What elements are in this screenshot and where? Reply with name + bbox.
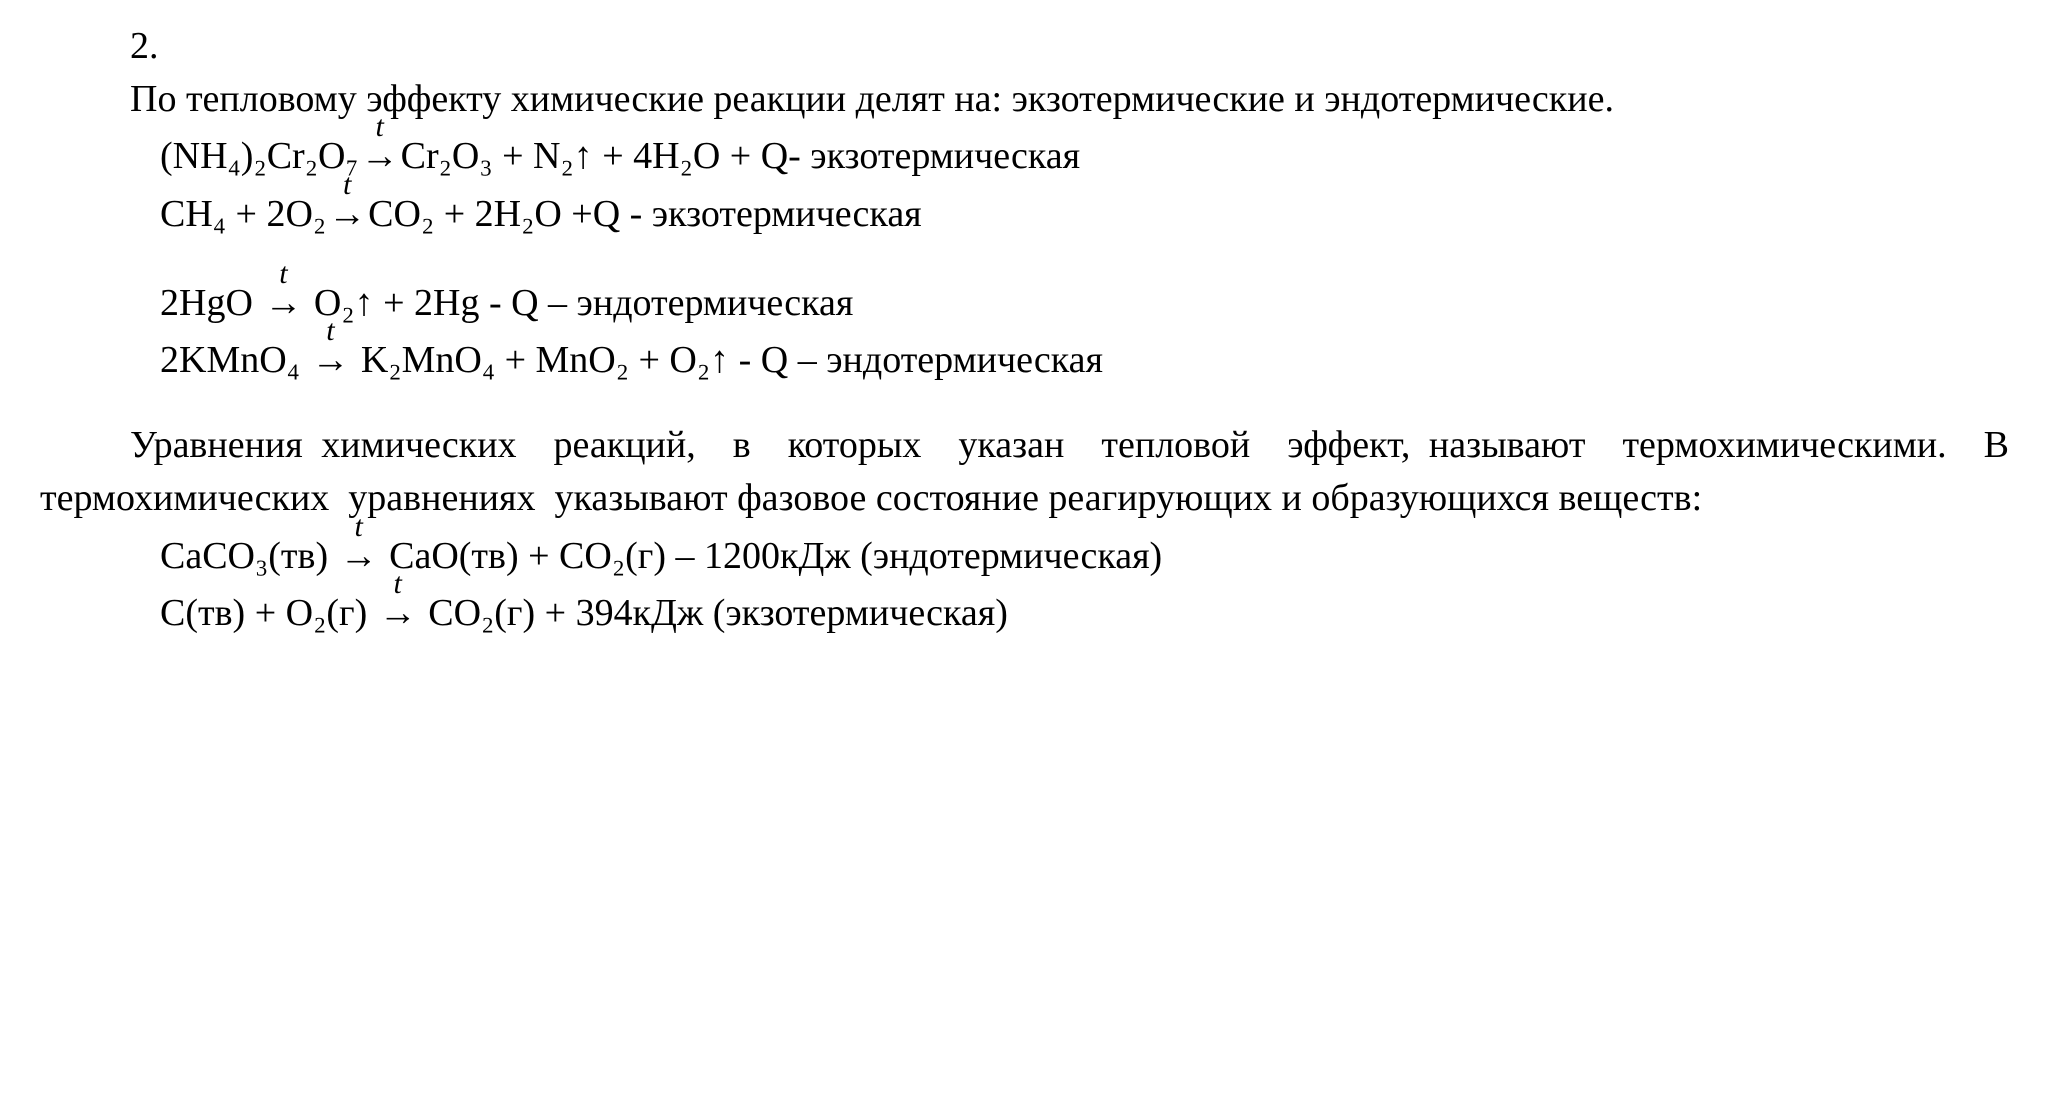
reaction-arrow-icon: t→ [262, 277, 304, 330]
section-number-text: 2. [130, 25, 159, 67]
thermo-paragraph: Уравнения химических реакций, в которых … [40, 419, 2009, 525]
eq4-left: 2KMnO₄ [160, 339, 309, 381]
eq2-right: CO₂ + 2H₂O +Q - экзотермическая [368, 193, 922, 235]
equation-6: C(тв) + O₂(г) t→ CO₂(г) + 394кДж (экзоте… [40, 587, 2009, 640]
intro-paragraph: По тепловому эффекту химические реакции … [40, 73, 2009, 126]
eq3-right: O₂↑ + 2Hg - Q – эндотермическая [304, 282, 853, 324]
arrow-over-label: t [359, 106, 401, 148]
arrow-over-label: t [377, 563, 419, 605]
reaction-arrow-icon: t→ [326, 188, 368, 241]
arrow-over-label: t [262, 253, 304, 295]
equation-5: CaCO₃(тв) t→ CaO(тв) + CO₂(г) – 1200кДж … [40, 530, 2009, 583]
arrow-over-label: t [338, 506, 380, 548]
equation-4: 2KMnO₄ t→ K₂MnO₄ + MnO₂ + O₂↑ - Q – эндо… [40, 334, 2009, 387]
page-content: 2. По тепловому эффекту химические реакц… [0, 0, 2049, 664]
reaction-arrow-icon: t→ [338, 530, 380, 583]
eq4-right: K₂MnO₄ + MnO₂ + O₂↑ - Q – эндотермическа… [351, 339, 1103, 381]
spacer [40, 245, 2009, 273]
reaction-arrow-icon: t→ [309, 334, 351, 387]
arrow-over-label: t [309, 310, 351, 352]
eq5-right: CaO(тв) + CO₂(г) – 1200кДж (эндотермичес… [380, 535, 1163, 577]
section-number: 2. [40, 20, 2009, 73]
equation-2: CH₄ + 2O₂t→CO₂ + 2H₂O +Q - экзотермическ… [40, 188, 2009, 241]
intro-text: По тепловому эффекту химические реакции … [130, 78, 1614, 120]
eq2-left: CH₄ + 2O₂ [160, 193, 326, 235]
eq6-right: CO₂(г) + 394кДж (экзотермическая) [419, 592, 1008, 634]
eq6-left: C(тв) + O₂(г) [160, 592, 377, 634]
eq5-left: CaCO₃(тв) [160, 535, 338, 577]
reaction-arrow-icon: t→ [377, 587, 419, 640]
eq3-left: 2HgO [160, 282, 262, 324]
arrow-over-label: t [326, 164, 368, 206]
spacer [40, 391, 2009, 419]
eq1-right: Cr₂O₃ + N₂↑ + 4H₂O + Q- экзотермическая [401, 135, 1081, 177]
